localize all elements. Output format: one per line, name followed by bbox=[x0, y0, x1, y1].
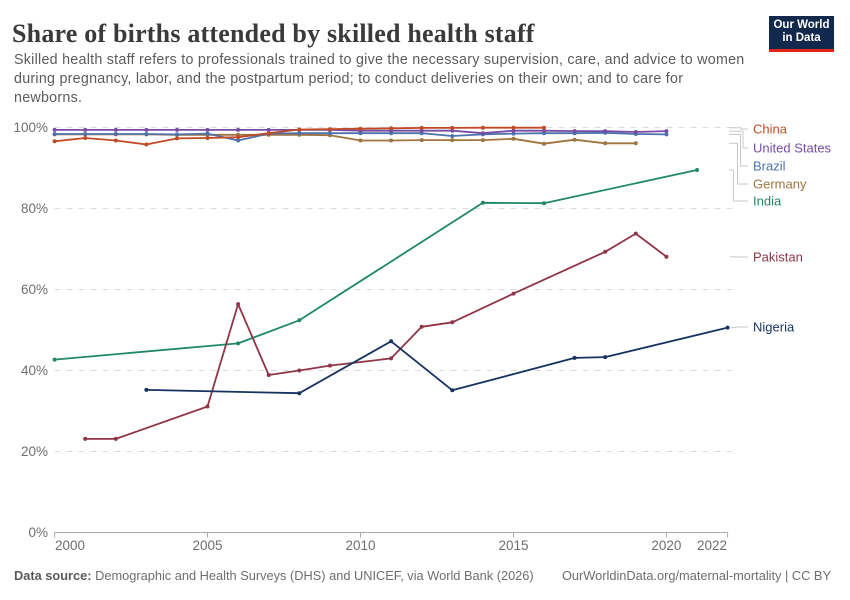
svg-text:2005: 2005 bbox=[192, 538, 222, 553]
svg-text:China: China bbox=[753, 122, 788, 137]
svg-text:United States: United States bbox=[753, 141, 832, 156]
svg-text:India: India bbox=[753, 194, 782, 209]
svg-text:2000: 2000 bbox=[55, 538, 85, 553]
svg-text:60%: 60% bbox=[21, 282, 48, 297]
svg-text:2010: 2010 bbox=[345, 538, 375, 553]
svg-text:100%: 100% bbox=[13, 120, 48, 135]
svg-text:2022: 2022 bbox=[697, 538, 727, 553]
svg-text:Nigeria: Nigeria bbox=[753, 320, 795, 335]
svg-text:80%: 80% bbox=[21, 201, 48, 216]
svg-text:40%: 40% bbox=[21, 363, 48, 378]
svg-text:Germany: Germany bbox=[753, 177, 807, 192]
svg-text:2020: 2020 bbox=[651, 538, 681, 553]
svg-text:Brazil: Brazil bbox=[753, 159, 786, 174]
svg-text:Pakistan: Pakistan bbox=[753, 250, 803, 265]
svg-text:20%: 20% bbox=[21, 444, 48, 459]
svg-text:0%: 0% bbox=[28, 525, 48, 540]
svg-text:2015: 2015 bbox=[498, 538, 528, 553]
